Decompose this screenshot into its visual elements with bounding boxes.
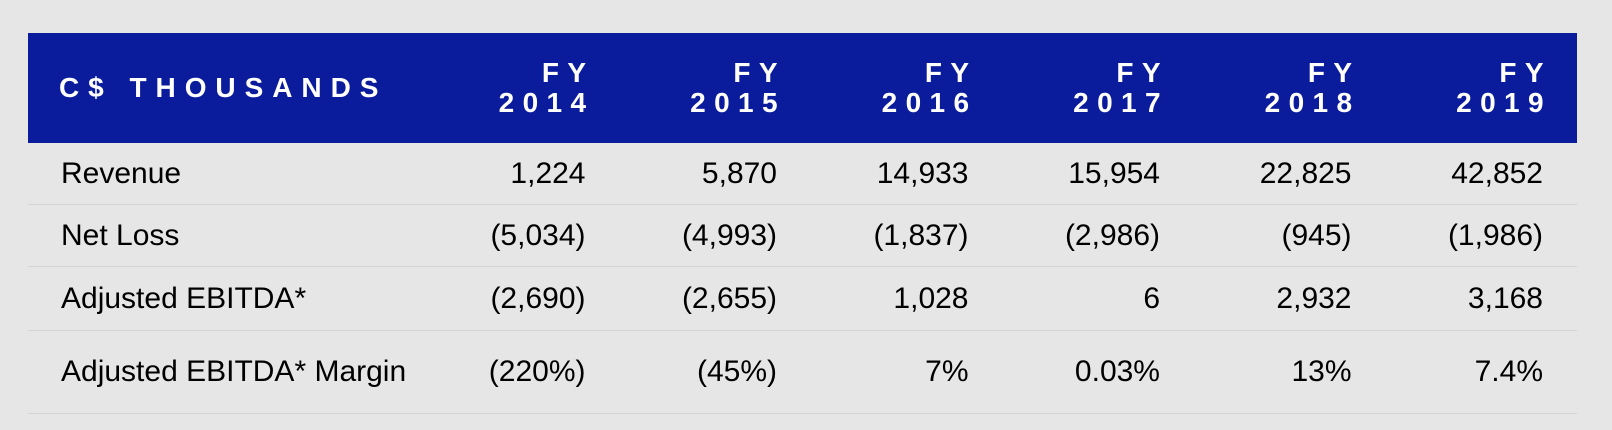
- cell-value: (5,034): [490, 218, 586, 252]
- column-header-fy2019: FY 2019: [1386, 58, 1578, 118]
- column-header-fy2018: FY 2018: [1194, 58, 1386, 118]
- column-header-prefix: FY: [1307, 57, 1361, 88]
- cell-value: (45%): [696, 355, 777, 388]
- cell-value: 42,852: [1451, 156, 1543, 190]
- table-row-net-loss: Net Loss (5,034) (4,993) (1,837) (2,986)…: [28, 205, 1577, 267]
- cell-value: 7%: [925, 355, 969, 388]
- column-header-year: 2016: [881, 87, 978, 118]
- cell-value: (2,986): [1064, 218, 1160, 252]
- column-header-year: 2017: [1073, 87, 1169, 118]
- table-row-revenue: Revenue 1,224 5,870 14,933 15,954 22,825…: [28, 143, 1577, 205]
- column-header-prefix: FY: [1499, 57, 1552, 88]
- unit-label: C$ THOUSANDS: [59, 72, 388, 103]
- column-header-year: 2019: [1456, 87, 1552, 118]
- cell-value: (2,690): [490, 281, 586, 315]
- cell-value: 15,954: [1068, 156, 1160, 190]
- row-label: Adjusted EBITDA* Margin: [61, 355, 407, 388]
- table-row-adjusted-ebitda: Adjusted EBITDA* (2,690) (2,655) 1,028 6…: [28, 267, 1577, 331]
- cell-value: 14,933: [876, 156, 969, 190]
- column-header-fy2017: FY 2017: [1003, 58, 1195, 118]
- cell-value: 1,028: [893, 281, 969, 315]
- cell-value: 7.4%: [1474, 355, 1543, 388]
- column-header-prefix: FY: [924, 57, 978, 88]
- cell-value: (945): [1281, 218, 1352, 252]
- cell-value: 6: [1143, 281, 1160, 315]
- row-label: Adjusted EBITDA*: [61, 281, 307, 315]
- column-header-prefix: FY: [541, 57, 595, 88]
- column-header-year: 2014: [498, 87, 595, 118]
- cell-value: 22,825: [1259, 156, 1352, 190]
- cell-value: (4,993): [681, 218, 777, 252]
- column-header-prefix: FY: [733, 57, 786, 88]
- column-header-fy2015: FY 2015: [620, 58, 812, 118]
- row-label: Net Loss: [61, 218, 180, 252]
- cell-value: (2,655): [681, 281, 777, 315]
- cell-value: (220%): [488, 355, 586, 388]
- column-header-year: 2018: [1264, 87, 1361, 118]
- cell-value: (1,837): [873, 218, 969, 252]
- cell-value: 5,870: [701, 156, 777, 190]
- column-header-fy2016: FY 2016: [811, 58, 1003, 118]
- financial-summary-table: C$ THOUSANDS FY 2014 FY 2015 FY 2016 FY …: [28, 33, 1577, 414]
- table-header-row: C$ THOUSANDS FY 2014 FY 2015 FY 2016 FY …: [28, 33, 1577, 143]
- cell-value: 2,932: [1276, 281, 1352, 315]
- cell-value: 1,224: [510, 156, 586, 190]
- cell-value: 3,168: [1467, 281, 1543, 315]
- table-row-adjusted-ebitda-margin: Adjusted EBITDA* Margin (220%) (45%) 7% …: [28, 331, 1577, 414]
- cell-value: 0.03%: [1074, 355, 1160, 388]
- column-header-fy2014: FY 2014: [428, 58, 620, 118]
- cell-value: 13%: [1291, 355, 1352, 388]
- cell-value: (1,986): [1447, 218, 1543, 252]
- column-header-year: 2015: [690, 87, 786, 118]
- column-header-prefix: FY: [1116, 57, 1169, 88]
- row-label: Revenue: [61, 156, 182, 190]
